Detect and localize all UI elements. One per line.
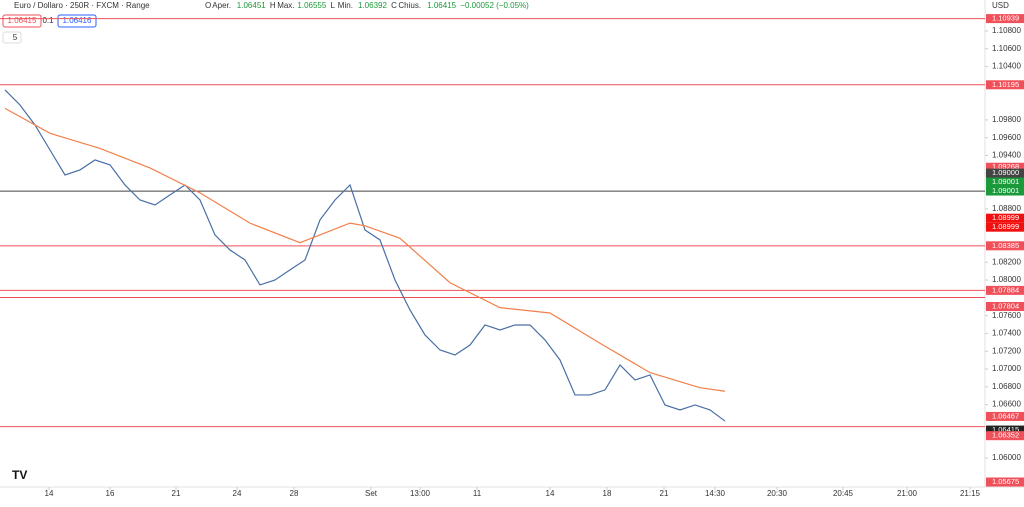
price-tag-label: 1.09001 — [992, 186, 1019, 195]
price-tag-label: 1.06352 — [992, 431, 1019, 440]
ohlc-item: O — [205, 1, 211, 10]
y-tick-label: 1.10600 — [992, 44, 1021, 53]
x-tick-label: 21 — [172, 489, 181, 498]
buy-price[interactable]: 1.06416 — [63, 16, 92, 25]
price-tag-label: 1.07884 — [992, 285, 1019, 294]
x-tick-label: 28 — [290, 489, 299, 498]
currency[interactable]: USD — [992, 1, 1009, 10]
x-tick-label: 20:30 — [767, 489, 788, 498]
price-tag — [986, 302, 1024, 312]
ohlc-item: Min. — [338, 1, 353, 10]
ohlc-item: Max. — [277, 1, 294, 10]
price-tag-label: 1.10939 — [992, 14, 1019, 23]
y-tick-label: 1.08000 — [992, 275, 1021, 284]
ohlc-item: 1.06555 — [297, 1, 326, 10]
x-tick-label: 21 — [660, 489, 669, 498]
x-tick-label: 18 — [603, 489, 612, 498]
ohlc-item: 1.06392 — [358, 1, 387, 10]
x-tick-label: Set — [365, 489, 378, 498]
price-tag-label: 1.08999 — [992, 222, 1019, 231]
price-tag-label: 1.06467 — [992, 411, 1019, 420]
ohlc-readout: O Aper. 1.06451 H Max. 1.06555 L Min. 1.06392 C Ch… — [205, 1, 529, 10]
price-tag — [986, 162, 1024, 172]
y-tick-label: 1.08200 — [992, 257, 1021, 266]
price-tag — [986, 411, 1024, 421]
sell-button[interactable] — [2, 14, 42, 28]
y-tick-label: 1.10400 — [992, 62, 1021, 71]
y-tick-label: 1.06800 — [992, 382, 1021, 391]
ohlc-item: −0.00052 (−0.05%) — [460, 1, 529, 10]
price-tag-label: 1.06415 — [992, 425, 1019, 434]
y-tick-label: 1.09400 — [992, 151, 1021, 160]
x-tick-label: 20:45 — [833, 489, 854, 498]
y-tick-label: 1.07600 — [992, 311, 1021, 320]
price-tag — [986, 431, 1024, 441]
logo: TV — [12, 468, 27, 482]
price-tag — [986, 186, 1024, 196]
ohlc-item: 1.06451 — [237, 1, 266, 10]
price-tag — [986, 222, 1024, 232]
x-tick-label: 14 — [45, 489, 54, 498]
x-tick-label: 21:15 — [960, 489, 981, 498]
series-line — [4, 107, 726, 392]
ohlc-item: C — [391, 1, 397, 10]
price-tag-label: 1.10195 — [992, 80, 1019, 89]
y-tick-label: 1.07000 — [992, 364, 1021, 373]
y-tick-label: 1.07400 — [992, 329, 1021, 338]
x-tick-label: 24 — [233, 489, 242, 498]
ohlc-item: H — [270, 1, 276, 10]
price-tag — [986, 425, 1024, 435]
x-tick-label: 21:00 — [897, 489, 918, 498]
price-tag — [986, 80, 1024, 90]
price-tag-label: 1.09000 — [992, 168, 1019, 177]
indicator-count[interactable]: 5 — [13, 33, 18, 42]
x-tick-label: 14 — [546, 489, 555, 498]
series-line — [4, 89, 726, 422]
price-tag-label: 1.05675 — [992, 477, 1019, 486]
price-tag-label: 1.09268 — [992, 162, 1019, 171]
x-tick-label: 13:00 — [410, 489, 431, 498]
indicator-toggle[interactable] — [2, 31, 22, 44]
price-tag — [986, 213, 1024, 223]
y-tick-label: 1.08800 — [992, 204, 1021, 213]
price-tag — [986, 285, 1024, 295]
price-tag-label: 1.08999 — [992, 213, 1019, 222]
sell-price[interactable]: 1.06415 — [8, 16, 37, 25]
price-tag — [986, 177, 1024, 187]
spread: 0.1 — [42, 16, 54, 25]
price-tag — [986, 241, 1024, 251]
x-tick-label: 14:30 — [705, 489, 726, 498]
y-tick-label: 1.10800 — [992, 26, 1021, 35]
y-tick-label: 1.07200 — [992, 346, 1021, 355]
price-tag — [986, 168, 1024, 178]
chart-title: Euro / Dollaro · 250R · FXCM · Range — [14, 1, 150, 10]
price-tag-label: 1.08385 — [992, 241, 1019, 250]
x-tick-label: 11 — [473, 489, 482, 498]
price-tag — [986, 477, 1024, 487]
ohlc-item: L — [331, 1, 336, 10]
ohlc-item: Chius. — [398, 1, 421, 10]
price-tag-label: 1.07804 — [992, 301, 1019, 310]
x-tick-label: 16 — [106, 489, 115, 498]
buy-button[interactable] — [57, 14, 97, 28]
price-tag — [986, 14, 1024, 24]
y-tick-label: 1.06600 — [992, 400, 1021, 409]
y-tick-label: 1.09800 — [992, 115, 1021, 124]
y-tick-label: 1.09600 — [992, 133, 1021, 142]
ohlc-item: 1.06415 — [427, 1, 456, 10]
ohlc-item: Aper. — [212, 1, 231, 10]
y-tick-label: 1.06000 — [992, 453, 1021, 462]
price-tag-label: 1.09001 — [992, 177, 1019, 186]
